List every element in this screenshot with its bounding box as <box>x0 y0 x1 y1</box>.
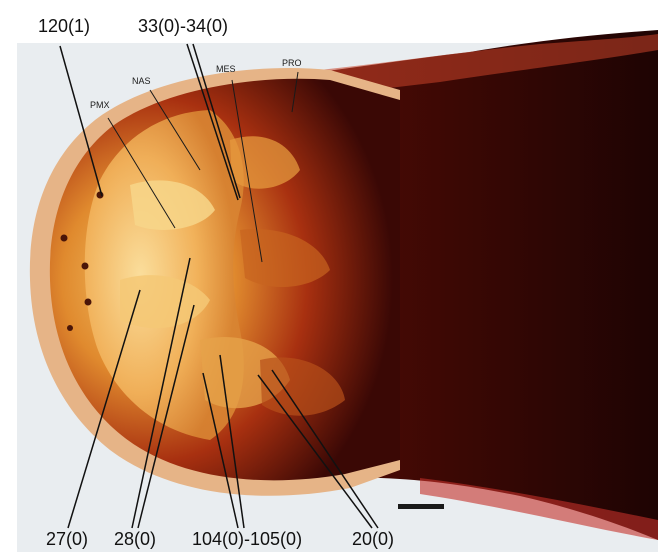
label-mes: MES <box>216 64 236 74</box>
body-lower-edge <box>420 478 658 540</box>
leader-120 <box>59 45 103 197</box>
spot <box>84 298 92 306</box>
label-28: 28(0) <box>114 529 157 549</box>
leader-27 <box>67 289 141 529</box>
label-pmx: PMX <box>90 100 110 110</box>
leader-20a <box>257 374 373 529</box>
bone-leader-lines <box>107 71 299 263</box>
leader-pro <box>291 71 299 113</box>
scale-bar <box>398 504 444 509</box>
label-20: 20(0) <box>352 529 395 549</box>
spot <box>60 234 68 242</box>
label-33-34: 33(0)-34(0) <box>138 16 229 36</box>
leader-20b <box>271 369 379 529</box>
body-upper-edge <box>300 34 658 96</box>
spot <box>81 262 89 270</box>
photo-top-strip <box>17 9 658 43</box>
leader-28a <box>131 257 191 529</box>
leader-28b <box>137 304 195 529</box>
structure-2 <box>120 275 210 329</box>
leader-mes <box>231 79 263 263</box>
structure-5 <box>240 229 330 288</box>
label-27: 27(0) <box>46 529 89 549</box>
leader-33 <box>186 43 239 201</box>
leader-nas <box>149 89 201 171</box>
leader-104b <box>219 354 245 529</box>
structure-6 <box>260 357 345 416</box>
structure-1 <box>130 180 215 230</box>
label-120-1: 120(1) <box>38 16 91 36</box>
label-nas: NAS <box>132 76 151 86</box>
label-104-105: 104(0)-105(0) <box>192 529 303 549</box>
label-pro: PRO <box>282 58 302 68</box>
spot <box>67 325 73 331</box>
leader-lines <box>59 43 379 529</box>
leader-104a <box>202 372 239 529</box>
leader-33b <box>192 43 241 199</box>
leader-pmx <box>107 117 176 229</box>
